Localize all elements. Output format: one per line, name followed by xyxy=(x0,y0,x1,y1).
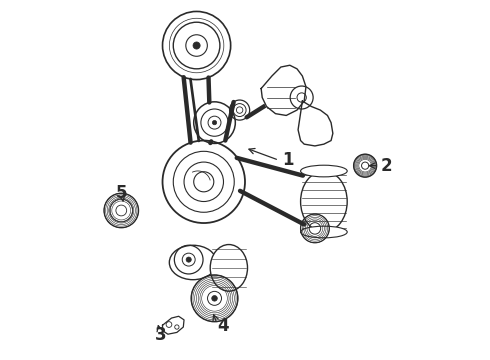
Ellipse shape xyxy=(210,244,247,291)
Circle shape xyxy=(212,296,218,301)
Ellipse shape xyxy=(170,245,217,280)
Circle shape xyxy=(212,121,217,125)
Polygon shape xyxy=(261,65,306,116)
Ellipse shape xyxy=(300,226,347,238)
Polygon shape xyxy=(163,316,184,334)
Circle shape xyxy=(193,42,200,49)
Text: 4: 4 xyxy=(218,317,229,335)
Text: 1: 1 xyxy=(282,151,294,169)
Ellipse shape xyxy=(300,171,347,232)
Ellipse shape xyxy=(300,165,347,177)
Text: 2: 2 xyxy=(381,157,392,175)
Polygon shape xyxy=(298,101,333,146)
Circle shape xyxy=(186,257,191,262)
Text: 3: 3 xyxy=(155,326,167,344)
Text: 5: 5 xyxy=(116,184,127,202)
